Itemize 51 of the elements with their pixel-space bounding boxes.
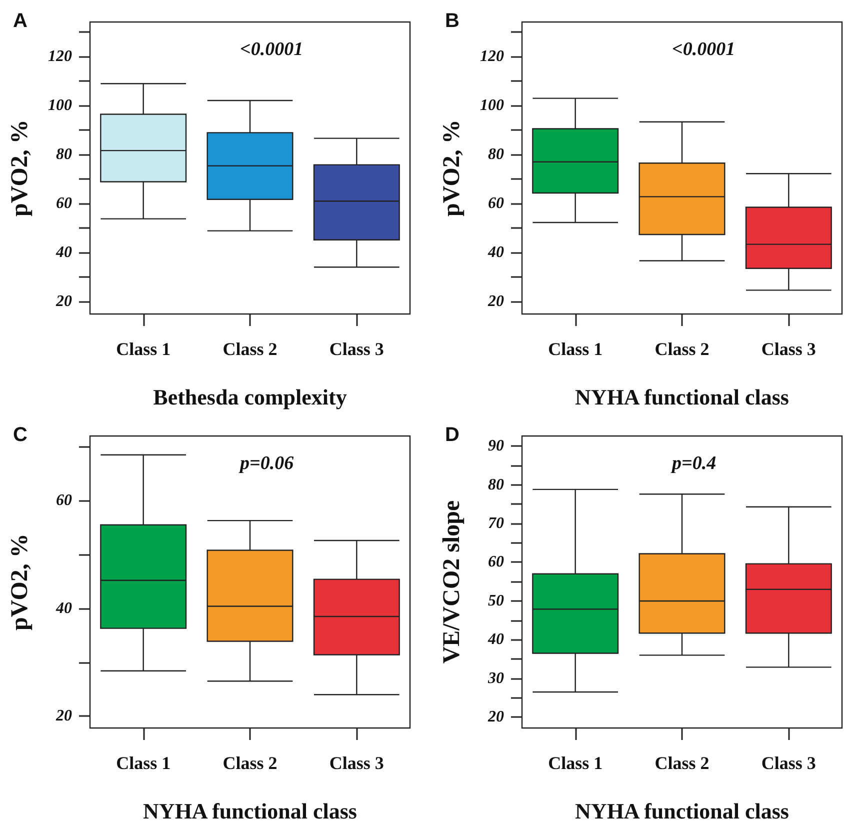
- y-tick-label: 60: [56, 195, 72, 212]
- chart-title: D: [445, 424, 460, 446]
- x-tick-label: Class 3: [761, 339, 816, 359]
- annotation: p=0.06: [238, 453, 294, 474]
- x-tick-label: Class 1: [116, 753, 171, 773]
- y-tick-label: 80: [488, 146, 504, 164]
- y-tick-label: 60: [56, 492, 72, 510]
- x-tick-label: Class 2: [222, 753, 278, 773]
- y-tick-label: 60: [488, 554, 504, 571]
- chart-title: A: [13, 10, 28, 32]
- x-tick-label: Class 3: [761, 753, 816, 773]
- y-tick-label: 60: [488, 195, 504, 212]
- x-tick-label: Class 3: [329, 339, 384, 359]
- y-tick-label: 40: [487, 244, 504, 262]
- y-axis-title: VE/VCO2 slope: [439, 500, 465, 664]
- x-axis-title: NYHA functional class: [575, 798, 790, 824]
- x-tick-label: Class 1: [116, 339, 171, 359]
- x-tick-label: Class 2: [654, 339, 710, 359]
- x-axis-title: NYHA functional class: [575, 384, 790, 410]
- annotation: <0.0001: [672, 39, 736, 60]
- y-tick-label: 40: [55, 600, 72, 617]
- chart-title: C: [13, 424, 28, 446]
- y-tick-label: 20: [487, 293, 504, 310]
- y-tick-label: 120: [480, 48, 504, 65]
- y-tick-label: 20: [55, 293, 72, 310]
- y-axis-title: pVO2, %: [7, 120, 33, 216]
- annotation: <0.0001: [240, 39, 304, 60]
- x-axis-title: NYHA functional class: [143, 798, 358, 824]
- x-tick-label: Class 2: [654, 753, 710, 773]
- y-tick-label: 30: [487, 670, 504, 687]
- y-tick-label: 40: [55, 244, 72, 262]
- annotation: p=0.4: [670, 453, 716, 474]
- y-tick-label: 90: [488, 438, 504, 455]
- chart-title: B: [445, 10, 460, 32]
- y-tick-label: 20: [487, 708, 504, 726]
- y-tick-label: 80: [488, 476, 504, 494]
- y-tick-label: 100: [48, 96, 72, 114]
- y-tick-label: 80: [56, 146, 72, 164]
- y-tick-label: 70: [488, 515, 504, 532]
- y-tick-label: 120: [48, 48, 72, 65]
- y-tick-label: 50: [488, 592, 504, 610]
- y-tick-label: 100: [480, 96, 504, 114]
- x-tick-label: Class 1: [548, 753, 603, 773]
- x-axis-title: Bethesda complexity: [153, 384, 347, 410]
- x-tick-label: Class 2: [222, 339, 278, 359]
- x-tick-label: Class 3: [329, 753, 384, 773]
- y-axis-title: pVO2, %: [7, 534, 33, 630]
- y-axis-title: pVO2, %: [439, 120, 465, 216]
- y-tick-label: 40: [487, 631, 504, 648]
- y-tick-label: 20: [55, 708, 72, 725]
- x-tick-label: Class 1: [548, 339, 603, 359]
